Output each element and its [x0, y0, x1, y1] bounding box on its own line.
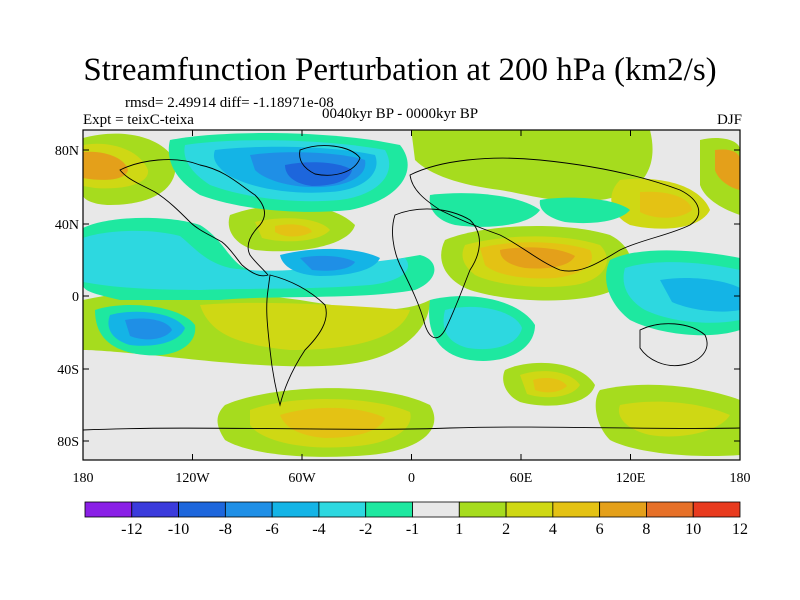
colorbar-swatch: [131, 501, 179, 518]
colorbar-label: -2: [359, 521, 372, 538]
colorbar-swatch: [271, 501, 320, 518]
colorbar-label: -6: [265, 521, 278, 538]
coastline-outlines: [83, 145, 740, 431]
australia-outline: [639, 323, 708, 367]
rmsd-stats-label: rmsd= 2.49914 diff= -1.18971e-08: [125, 95, 334, 111]
lat-tick-label: 80S: [57, 435, 79, 450]
experiment-label: Expt = teixC-teixa: [83, 112, 194, 128]
contour-region: [411, 130, 653, 202]
map-title: Streamfunction Perturbation at 200 hPa (…: [83, 52, 717, 88]
contour-region: [640, 191, 692, 218]
colorbar-label: 6: [596, 521, 604, 538]
period-label: 0040kyr BP - 0000kyr BP: [321, 106, 479, 122]
colorbar-label: 4: [549, 521, 557, 538]
colorbar-swatch: [646, 501, 694, 518]
lat-tick-label: 40N: [55, 218, 79, 233]
colorbar-label: 12: [732, 521, 748, 538]
antarctica-outline: [83, 426, 740, 431]
contour-region: [285, 162, 352, 186]
lon-tick-label: 60E: [510, 471, 533, 486]
colorbar-label: 10: [685, 521, 701, 538]
colorbar-label: -1: [406, 521, 419, 538]
africa-outline: [392, 208, 480, 339]
colorbar-label: -8: [219, 521, 232, 538]
colorbar-swatch: [505, 501, 554, 518]
colorbar-label: 8: [642, 521, 650, 538]
lat-tick-label: 40S: [57, 363, 79, 378]
colorbar-label: -12: [121, 521, 142, 538]
lon-tick-label: 0: [408, 471, 415, 486]
colorbar-label: -4: [312, 521, 325, 538]
north-america-outline: [119, 159, 269, 277]
colorbar-swatch: [318, 501, 367, 518]
contour-region: [715, 149, 740, 190]
colorbar-swatch: [365, 501, 413, 518]
season-label: DJF: [716, 112, 742, 128]
negative-anomaly-regions: [83, 133, 740, 361]
colorbar-label: -10: [168, 521, 189, 538]
contour-region: [533, 378, 567, 393]
contour-region: [83, 151, 128, 180]
contour-region: [275, 224, 312, 237]
lon-tick-label: 180: [730, 471, 751, 486]
south-america-outline: [266, 274, 327, 407]
colorbar-swatch: [599, 501, 647, 518]
greenland-outline: [299, 145, 361, 176]
colorbar: -12 -10 -8 -6 -4 -2 -1 1 2 4 6 8 10 12: [84, 501, 748, 538]
eurasia-outline: [409, 157, 700, 272]
lat-tick-label: 80N: [55, 144, 79, 159]
contour-region: [200, 302, 410, 350]
lon-tick-label: 60W: [288, 471, 316, 486]
lon-tick-label: 180: [73, 471, 94, 486]
contour-region: [443, 306, 522, 350]
colorbar-swatch: [458, 501, 507, 518]
contour-region: [660, 277, 740, 312]
contour-region: [125, 318, 172, 340]
colorbar-swatch: [84, 501, 133, 518]
colorbar-swatch: [224, 501, 273, 518]
colorbar-swatch: [552, 501, 601, 518]
map-axes: 80N 40N 0 40S 80S 180 120W 60W 0 60E 120E 180: [55, 130, 751, 486]
colorbar-label: 2: [502, 521, 510, 538]
contour-region: [300, 255, 355, 271]
contour-region: [280, 407, 385, 438]
lon-tick-label: 120E: [616, 471, 646, 486]
contour-region: [539, 197, 630, 224]
colorbar-swatch: [692, 501, 741, 518]
contour-field: [83, 130, 740, 460]
colorbar-label: 1: [455, 521, 463, 538]
lon-tick-label: 120W: [175, 471, 210, 486]
colorbar-swatch: [412, 501, 460, 518]
colorbar-swatch: [178, 501, 226, 518]
lat-tick-label: 0: [72, 290, 79, 305]
